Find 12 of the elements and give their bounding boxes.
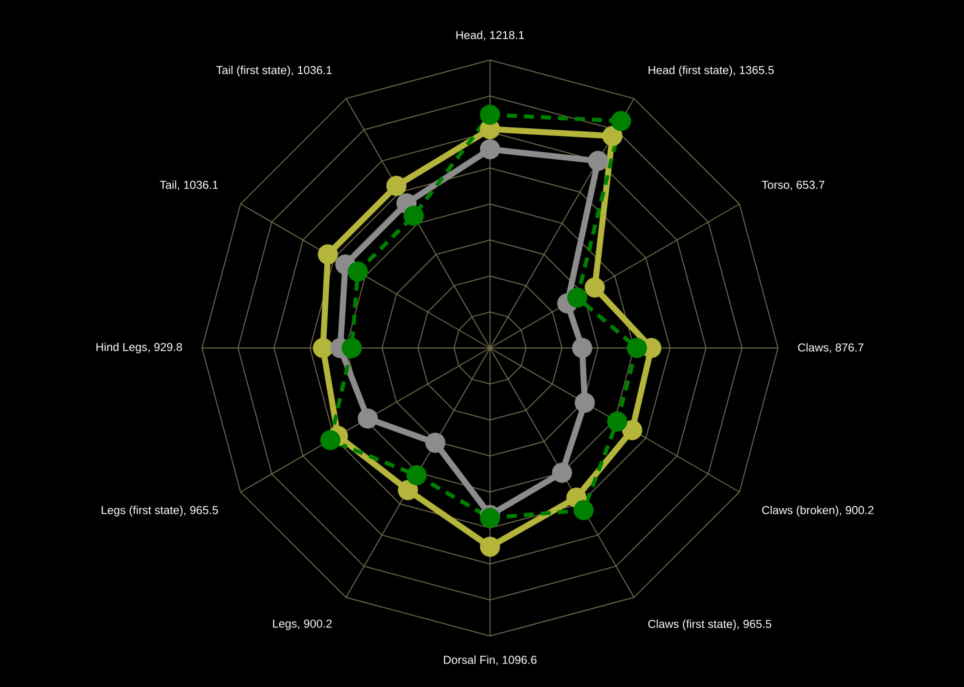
spoke-label: Tail, 1036.1 <box>160 180 218 190</box>
spoke-label: Head, 1218.1 <box>456 30 524 41</box>
spoke-label: Hind Legs, 929.8 <box>96 342 182 354</box>
spoke-label: Claws (broken), 900.2 <box>762 506 874 516</box>
spoke-label: Torso, 653.7 <box>762 180 824 190</box>
spoke-label: Legs (first state), 965.5 <box>102 506 218 516</box>
spoke-label: Head (first state), 1365.5 <box>648 66 774 76</box>
spoke-label: Dorsal Fin, 1096.6 <box>444 655 536 666</box>
spoke-label: Claws, 876.7 <box>798 343 864 353</box>
spoke-label: Tail (first state), 1036.1 <box>216 66 332 76</box>
spoke-label: Claws (first state), 965.5 <box>648 620 772 630</box>
spoke-label: Legs, 900.2 <box>273 620 332 630</box>
